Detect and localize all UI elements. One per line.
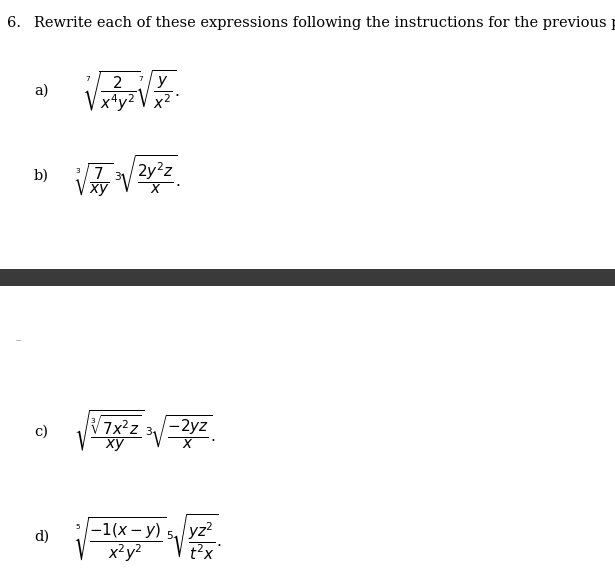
Text: $\sqrt[5]{\dfrac{-1(x-y)}{x^2y^2}}\,{}^{5}\!\sqrt{\dfrac{yz^2}{t^2x}}.$: $\sqrt[5]{\dfrac{-1(x-y)}{x^2y^2}}\,{}^{… — [74, 512, 222, 562]
Text: Rewrite each of these expressions following the instructions for the previous pr: Rewrite each of these expressions follow… — [34, 16, 615, 31]
Text: a): a) — [34, 84, 49, 98]
Text: b): b) — [34, 169, 49, 183]
Bar — [0, 269, 615, 286]
Text: --: -- — [15, 336, 22, 345]
Text: c): c) — [34, 424, 48, 438]
Text: d): d) — [34, 530, 49, 544]
Text: 6.: 6. — [7, 16, 22, 31]
Text: $\sqrt[3]{\dfrac{7}{xy}}\,{}^{3}\!\sqrt{\dfrac{2y^2z}{x}}.$: $\sqrt[3]{\dfrac{7}{xy}}\,{}^{3}\!\sqrt{… — [74, 153, 181, 199]
Text: $\sqrt[7]{\dfrac{2}{x^4y^2}}\sqrt[7]{\dfrac{y}{x^2}}.$: $\sqrt[7]{\dfrac{2}{x^4y^2}}\sqrt[7]{\df… — [83, 69, 180, 113]
Text: $\sqrt{\dfrac{\sqrt[3]{7x^2z}}{xy}}\,{}^{3}\!\sqrt{\dfrac{-2yz}{x}}.$: $\sqrt{\dfrac{\sqrt[3]{7x^2z}}{xy}}\,{}^… — [74, 409, 216, 454]
